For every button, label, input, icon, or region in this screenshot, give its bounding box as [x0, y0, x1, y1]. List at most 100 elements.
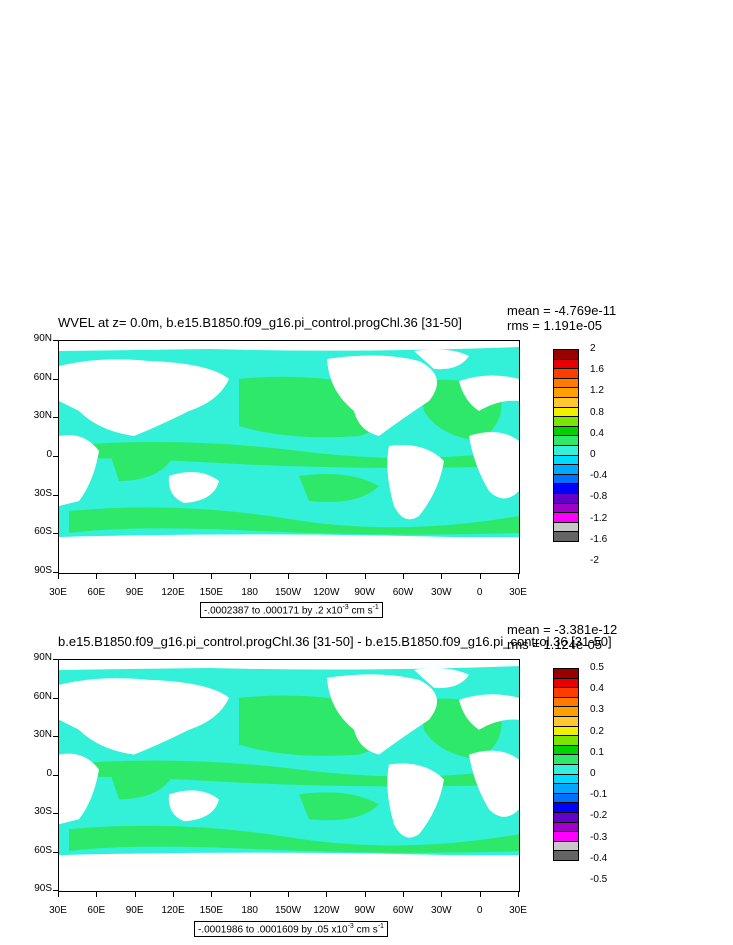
lon-tick	[364, 573, 366, 579]
panel-1-range-text: -.0002387 to .000171 by .2 x10	[204, 605, 343, 617]
north-america	[327, 674, 437, 755]
lon-tick	[403, 573, 404, 579]
lon-label: 90W	[354, 587, 375, 598]
southern-green-band	[69, 507, 519, 535]
indian-ocean-green	[109, 447, 174, 481]
colorbar-label: -0.4	[590, 852, 608, 864]
lon-label: 150E	[199, 587, 223, 598]
colorbar-label: 0.4	[590, 427, 604, 439]
panel-2-rms: rms = 1.124e-05	[507, 637, 603, 652]
lon-tick	[134, 891, 136, 897]
lon-tick	[288, 573, 289, 579]
lat-label: 90N	[33, 333, 52, 344]
colorbar-label: -1.2	[590, 512, 608, 524]
arctic-cap	[59, 660, 519, 670]
lon-label: 120W	[313, 587, 340, 598]
lat-tick	[53, 659, 58, 660]
lon-label: 90E	[125, 587, 144, 598]
lon-label: 0	[476, 905, 483, 916]
lon-tick	[518, 573, 519, 579]
colorbar-label: -2	[590, 555, 599, 566]
colorbar-label: -0.2	[590, 810, 608, 822]
lat-label: 90N	[33, 652, 52, 663]
map-svg	[59, 341, 519, 573]
panel-2-range-units: cm s	[353, 924, 378, 936]
eurasia	[59, 359, 229, 436]
lat-tick	[53, 774, 58, 776]
lat-tick	[53, 697, 58, 699]
lon-label: 90W	[354, 905, 375, 916]
lon-tick	[441, 573, 443, 579]
lon-label: 60E	[87, 587, 106, 598]
colorbar-label: 0.3	[590, 704, 604, 716]
greenland	[414, 349, 469, 370]
australia	[168, 472, 219, 503]
panel-1-colorbar	[553, 349, 579, 542]
lat-label: 30N	[33, 729, 52, 740]
lat-label: 60S	[34, 526, 52, 538]
lon-tick	[518, 891, 519, 897]
lon-tick	[479, 891, 481, 897]
lat-tick	[53, 456, 58, 457]
lat-label: 30S	[34, 806, 52, 817]
colorbar-swatch	[553, 850, 579, 861]
lat-tick	[53, 890, 58, 891]
lon-label: 30E	[509, 905, 527, 916]
lat-tick	[53, 340, 58, 341]
lon-tick	[173, 891, 174, 897]
colorbar-label: 0	[590, 449, 596, 460]
lat-label: 60N	[33, 371, 52, 383]
lon-tick	[479, 573, 481, 579]
lat-tick	[53, 494, 58, 496]
lon-tick	[58, 573, 59, 579]
panel-2-range-units-exp: -1	[377, 923, 384, 930]
lat-tick	[53, 378, 58, 380]
lon-label: 30E	[509, 587, 527, 598]
south-pacific-green	[299, 473, 379, 502]
lat-tick	[53, 417, 58, 419]
lon-tick	[134, 573, 136, 579]
lon-tick	[96, 573, 98, 579]
antarctica	[59, 547, 519, 573]
north-america	[327, 355, 437, 436]
colorbar-label: 2	[590, 343, 596, 354]
colorbar-label: 1.6	[590, 364, 604, 376]
colorbar-label: 0	[590, 768, 596, 779]
lon-tick	[211, 891, 213, 897]
lon-tick	[211, 573, 213, 579]
panel-2-map	[58, 659, 520, 892]
antarctic-coast	[59, 534, 519, 547]
lat-label: 30S	[34, 487, 52, 499]
colorbar-label: -1.6	[590, 533, 608, 545]
colorbar-label: 0.4	[590, 683, 604, 695]
colorbar-label: 0.8	[590, 406, 604, 418]
lat-label: 0	[46, 449, 52, 460]
lon-label: 90E	[125, 905, 144, 916]
lon-label: 180	[241, 905, 258, 916]
arctic-cap	[59, 341, 519, 351]
lon-label: 30E	[49, 905, 67, 916]
lon-label: 150E	[199, 905, 223, 916]
lon-tick	[249, 573, 251, 579]
colorbar-label: -0.5	[590, 874, 608, 885]
africa-east	[469, 750, 519, 817]
lon-tick	[288, 891, 289, 897]
panel-1-range-units-exp: -1	[372, 604, 379, 611]
lat-tick	[53, 572, 58, 573]
colorbar-label: 0.5	[590, 662, 604, 673]
lon-tick	[364, 891, 366, 897]
lon-label: 30W	[431, 905, 452, 916]
lat-tick	[53, 736, 58, 737]
africa-east	[469, 432, 519, 499]
panel-1-mean: mean = -4.769e-11	[507, 303, 617, 318]
lon-label: 30E	[49, 587, 67, 598]
lon-tick	[96, 891, 98, 897]
indian-ocean-green	[109, 765, 174, 800]
panel-1-rms: rms = 1.191e-05	[507, 318, 603, 333]
lat-label: 90S	[34, 883, 52, 894]
lat-tick	[53, 813, 58, 814]
lat-label: 60S	[34, 844, 52, 856]
lon-label: 30W	[431, 587, 452, 598]
southern-green-band	[69, 825, 519, 853]
